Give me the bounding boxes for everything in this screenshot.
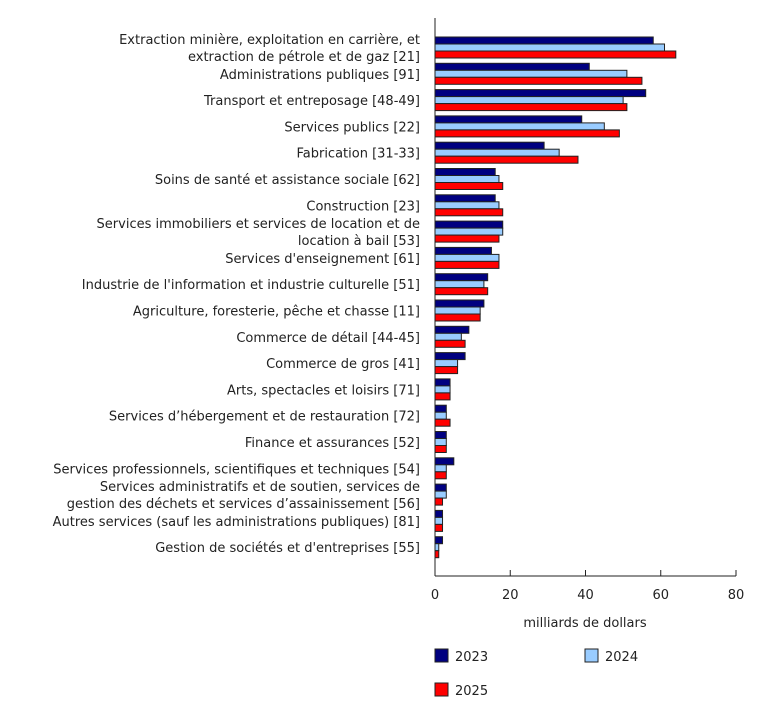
category-label: Services professionnels, scientifiques e… bbox=[53, 462, 420, 477]
bar-2024 bbox=[434, 122, 605, 131]
bar-2023 bbox=[434, 115, 583, 124]
bar-2023 bbox=[434, 483, 447, 492]
bar-2025 bbox=[434, 234, 500, 243]
bar-2023 bbox=[434, 62, 590, 71]
bar-2023 bbox=[434, 352, 466, 361]
bar-2025 bbox=[434, 76, 643, 85]
bar-2023 bbox=[434, 246, 492, 255]
category-label: Services publics [22] bbox=[284, 120, 420, 135]
bar-2024 bbox=[434, 227, 504, 236]
bar-2023 bbox=[434, 168, 496, 176]
category-label: Services administratifs et de soutien, s… bbox=[100, 480, 420, 495]
category-label: Administrations publiques [91] bbox=[220, 68, 420, 83]
bar-2023 bbox=[434, 194, 496, 203]
bar-2024 bbox=[434, 464, 447, 473]
bar-2024 bbox=[434, 306, 481, 315]
bar-2024 bbox=[434, 411, 447, 420]
bar-2025 bbox=[434, 260, 500, 269]
bar-2025 bbox=[434, 208, 504, 217]
bar-2023 bbox=[434, 36, 654, 45]
category-label: Services d'enseignement [61] bbox=[225, 252, 420, 267]
bar-2025 bbox=[434, 445, 447, 453]
bar-2025 bbox=[434, 182, 504, 190]
bar-2023 bbox=[434, 536, 444, 545]
bar-2024 bbox=[434, 332, 462, 341]
legend-swatch-2024 bbox=[584, 648, 599, 663]
bar-2025 bbox=[434, 497, 444, 506]
bar-2024 bbox=[434, 201, 500, 210]
bar-2024 bbox=[434, 43, 666, 52]
bar-2024 bbox=[434, 175, 500, 183]
legend-swatch-2023 bbox=[434, 648, 449, 663]
bar-2025 bbox=[434, 471, 447, 480]
category-label: gestion des déchets et services d’assain… bbox=[67, 497, 420, 512]
bar-2023 bbox=[434, 299, 485, 308]
bar-2023 bbox=[434, 89, 647, 98]
category-label: Gestion de sociétés et d'entreprises [55… bbox=[155, 541, 420, 556]
bar-2025 bbox=[434, 50, 677, 59]
x-tick-label: 0 bbox=[431, 588, 439, 603]
bar-2024 bbox=[434, 69, 628, 78]
category-label: Arts, spectacles et loisirs [71] bbox=[227, 383, 420, 398]
bar-2024 bbox=[434, 359, 459, 368]
category-label: Commerce de détail [44-45] bbox=[236, 331, 420, 346]
bar-2023 bbox=[434, 378, 451, 387]
bar-2025 bbox=[434, 418, 451, 427]
x-tick-label: 80 bbox=[728, 588, 745, 603]
legend-label-2024: 2024 bbox=[605, 650, 638, 665]
bar-2025 bbox=[434, 339, 466, 348]
bar-2024 bbox=[434, 280, 485, 289]
bar-2025 bbox=[434, 366, 459, 375]
bar-2024 bbox=[434, 253, 500, 262]
category-label: Autres services (sauf les administration… bbox=[53, 515, 420, 530]
x-axis-title: milliards de dollars bbox=[523, 616, 646, 631]
bar-2025 bbox=[434, 392, 451, 401]
category-label: Construction [23] bbox=[306, 199, 420, 214]
bar-2025 bbox=[434, 313, 481, 322]
bar-2025 bbox=[434, 550, 440, 559]
category-label: Finance et assurances [52] bbox=[245, 436, 420, 451]
bar-2025 bbox=[434, 523, 444, 532]
bar-2024 bbox=[434, 516, 444, 525]
x-tick-label: 60 bbox=[652, 588, 669, 603]
legend-label-2025: 2025 bbox=[455, 684, 488, 699]
bar-2024 bbox=[434, 148, 560, 157]
category-label: Services immobiliers et services de loca… bbox=[97, 217, 420, 232]
category-label: Agriculture, foresterie, pêche et chasse… bbox=[133, 305, 420, 320]
bar-2023 bbox=[434, 325, 470, 334]
bar-2023 bbox=[434, 220, 504, 229]
category-label: Transport et entreposage [48-49] bbox=[203, 94, 420, 109]
bar-2025 bbox=[434, 129, 620, 138]
legend-swatch-2025 bbox=[434, 682, 449, 697]
category-label: Industrie de l'information et industrie … bbox=[82, 278, 420, 293]
category-label: Commerce de gros [41] bbox=[266, 357, 420, 372]
bar-2025 bbox=[434, 155, 579, 164]
legend-label-2023: 2023 bbox=[455, 650, 488, 665]
x-tick-label: 20 bbox=[502, 588, 519, 603]
category-label: Fabrication [31-33] bbox=[296, 147, 420, 162]
bar-2023 bbox=[434, 431, 447, 439]
category-label: location à bail [53] bbox=[298, 234, 420, 249]
bar-2024 bbox=[434, 385, 451, 394]
bar-2025 bbox=[434, 287, 489, 296]
bar-2023 bbox=[434, 404, 447, 413]
bar-2024 bbox=[434, 438, 447, 446]
bar-2023 bbox=[434, 509, 444, 518]
bar-2023 bbox=[434, 141, 545, 150]
bar-2024 bbox=[434, 490, 447, 499]
category-label: Soins de santé et assistance sociale [62… bbox=[155, 173, 420, 188]
bar-2024 bbox=[434, 543, 440, 552]
bar-2023 bbox=[434, 457, 455, 466]
category-label: Extraction minière, exploitation en carr… bbox=[119, 33, 420, 48]
category-label: Services d’hébergement et de restauratio… bbox=[109, 410, 420, 425]
bar-2024 bbox=[434, 96, 624, 105]
bar-2023 bbox=[434, 273, 489, 282]
bar-2025 bbox=[434, 103, 628, 112]
x-tick-label: 40 bbox=[577, 588, 594, 603]
category-label: extraction de pétrole et de gaz [21] bbox=[188, 50, 420, 65]
